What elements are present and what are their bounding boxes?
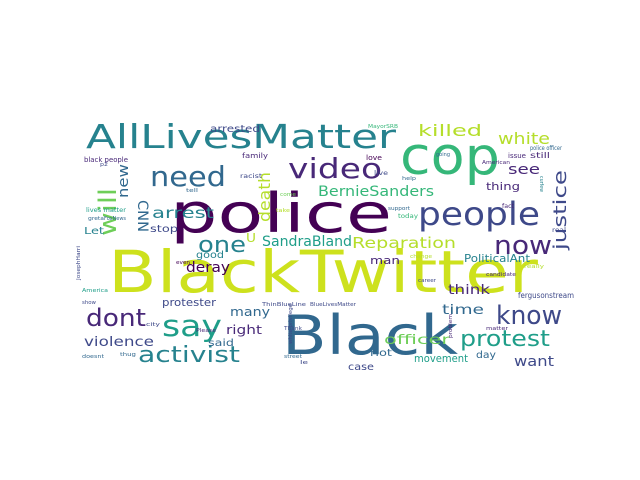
word: black people — [84, 156, 128, 164]
word: say — [162, 309, 222, 343]
word: arrested — [210, 124, 260, 135]
word: riot — [370, 348, 392, 359]
word: movement — [414, 352, 469, 365]
word: show — [82, 300, 96, 306]
word: fact — [502, 203, 515, 210]
word: really — [524, 264, 544, 270]
word: death — [255, 172, 274, 222]
word: day — [476, 350, 496, 361]
word: BlueLivesMatter — [310, 302, 357, 308]
word: curfew — [538, 176, 544, 192]
word: candidate — [486, 272, 516, 278]
word: BernieSanders — [318, 184, 434, 200]
word: cop — [400, 127, 500, 187]
word: tell — [186, 188, 198, 194]
word: officer — [384, 333, 451, 348]
word: think — [448, 283, 491, 298]
word: racist — [240, 173, 263, 180]
word: today — [398, 213, 419, 220]
word: even — [176, 260, 190, 266]
word: arrest — [152, 204, 214, 222]
word: video — [288, 152, 382, 185]
word: Let — [84, 226, 104, 237]
word: one — [198, 233, 246, 258]
word: will — [94, 188, 122, 236]
word: street — [284, 354, 302, 360]
word: fergusonstream — [518, 291, 574, 300]
word: take — [276, 208, 290, 214]
word: many — [230, 305, 270, 319]
word: good — [196, 250, 224, 261]
word: come — [280, 192, 296, 198]
word: BlackTwitter — [108, 238, 538, 306]
word: thug — [120, 352, 136, 358]
word: career — [418, 278, 437, 284]
word: lives matter — [86, 207, 127, 214]
word: AllLivesMatter — [86, 117, 397, 156]
word: thing — [486, 180, 520, 193]
word: America — [82, 288, 108, 294]
word: case — [348, 362, 374, 373]
word: man — [370, 254, 400, 267]
word: police officer — [530, 145, 562, 152]
word: protest — [460, 327, 550, 352]
word: white — [498, 129, 550, 148]
word: Reparation — [352, 234, 456, 252]
word: need — [150, 160, 226, 193]
word: Black — [282, 304, 459, 367]
word: said — [208, 338, 234, 349]
word: stop — [150, 224, 178, 235]
word: American — [482, 160, 510, 166]
word: police — [170, 182, 392, 245]
word: PoliticalAnt — [464, 252, 531, 265]
word: FoxNews — [104, 216, 126, 222]
word: now — [494, 231, 552, 261]
word: violence — [84, 335, 154, 350]
word: see — [508, 162, 540, 178]
word: live — [374, 170, 388, 177]
word: know — [496, 301, 562, 331]
word: people — [418, 195, 540, 233]
word: matter — [486, 326, 509, 332]
word: city — [146, 322, 160, 328]
word: greta — [88, 216, 104, 222]
word: change — [410, 254, 432, 260]
word: Thank — [283, 326, 302, 332]
word: justice — [550, 170, 571, 251]
word: problem — [448, 314, 454, 338]
word: issue — [508, 152, 526, 160]
word: family — [242, 152, 268, 160]
word: MayorSRB — [368, 124, 399, 130]
word: want — [514, 354, 555, 370]
word: p2 — [100, 162, 108, 168]
word: time — [442, 303, 484, 318]
word: JosephHarri — [76, 246, 82, 281]
word: real — [552, 227, 566, 234]
word: CNN — [134, 200, 150, 232]
word: doesnt — [82, 354, 104, 360]
word: killed — [418, 121, 482, 140]
word: activist — [138, 343, 240, 368]
word: U — [246, 231, 256, 245]
word: dont — [86, 304, 146, 332]
word: protester — [162, 296, 216, 309]
word: love — [366, 154, 382, 162]
word: white privilege — [288, 304, 294, 344]
word: deray — [186, 260, 230, 276]
word: right — [226, 323, 262, 337]
word: new — [116, 164, 132, 198]
word: Please — [196, 328, 216, 334]
word: SandraBland — [262, 234, 352, 250]
word: support — [388, 206, 410, 212]
word: le — [300, 360, 308, 366]
word: help — [402, 176, 416, 182]
word: going — [436, 152, 450, 158]
word: still — [530, 151, 550, 160]
word: ThinBlueLine — [261, 302, 306, 308]
